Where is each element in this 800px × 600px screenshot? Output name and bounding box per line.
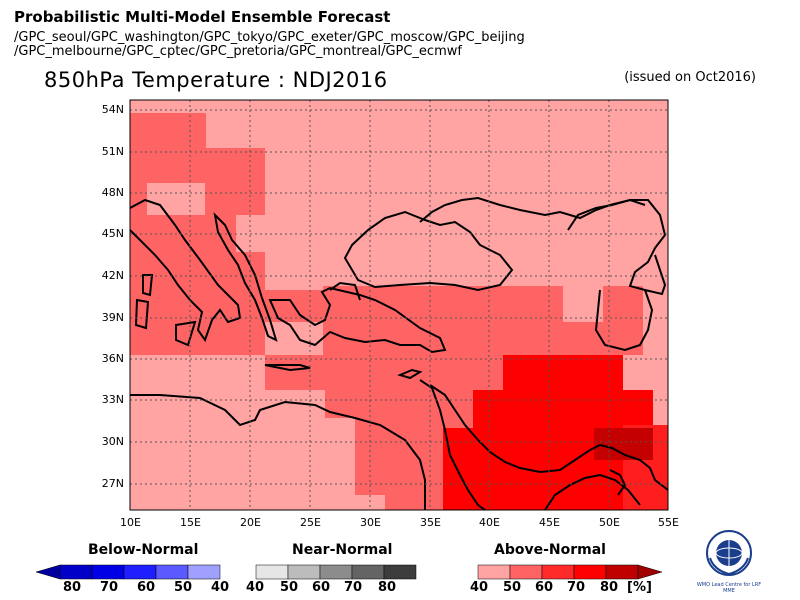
lon-label: 40E (479, 516, 500, 529)
near-normal-colorbar (255, 564, 417, 580)
map-frame (129, 99, 669, 511)
lon-label: 45E (539, 516, 560, 529)
near-normal-label: Near-Normal (292, 542, 393, 558)
near-tick: 70 (344, 580, 363, 595)
lat-label: 36N (101, 352, 124, 365)
below-tick: 40 (211, 580, 230, 595)
below-tick: 60 (137, 580, 156, 595)
below-50-patch (147, 183, 205, 215)
near-tick: 80 (378, 580, 397, 595)
wmo-emblem-icon (706, 530, 752, 576)
map-title: 850hPa Temperature : NDJ2016 (44, 68, 388, 92)
below-normal-colorbar (35, 564, 221, 580)
below-tick: 50 (174, 580, 193, 595)
near-tick: 40 (246, 580, 265, 595)
lat-label: 54N (101, 103, 124, 116)
coastlines (129, 196, 669, 511)
lon-label: 35E (420, 516, 441, 529)
near-tick: 50 (280, 580, 299, 595)
lon-label: 20E (240, 516, 261, 529)
lower-left-patch (130, 355, 265, 510)
below-tick: 80 (63, 580, 82, 595)
logo-caption: WMO Lead Centre for LRF MME (696, 582, 762, 594)
grid-lines (130, 100, 668, 510)
near-tick: 60 (312, 580, 331, 595)
subtitle-line-1: /GPC_seoul/GPC_washington/GPC_tokyo/GPC_… (14, 30, 525, 45)
lon-label: 25E (300, 516, 321, 529)
lon-label: 10E (120, 516, 141, 529)
above-tick: 60 (535, 580, 554, 595)
above-normal-colorbar (477, 564, 663, 580)
lon-label: 55E (658, 516, 679, 529)
subtitle-line-2: /GPC_melbourne/GPC_cptec/GPC_pretoria/GP… (14, 44, 462, 59)
above-normal-label: Above-Normal (494, 542, 606, 558)
above-tick: 40 (470, 580, 489, 595)
lat-label: 42N (101, 269, 124, 282)
below-tick: 70 (100, 580, 119, 595)
above-70-region (443, 355, 653, 510)
page-title: Probabilistic Multi-Model Ensemble Forec… (14, 8, 391, 26)
lat-label: 33N (101, 393, 124, 406)
above-tick: 80 (600, 580, 619, 595)
wmo-logo: WMO Lead Centre for LRF MME (694, 528, 764, 594)
lat-label: 51N (101, 145, 124, 158)
lat-label: 30N (101, 435, 124, 448)
below-normal-label: Below-Normal (88, 542, 199, 558)
lat-label: 45N (101, 227, 124, 240)
lat-label: 27N (101, 477, 124, 490)
issued-date: (issued on Oct2016) (624, 70, 756, 85)
above-tick: 50 (503, 580, 522, 595)
lon-label: 15E (180, 516, 201, 529)
unit-label: [%] (627, 580, 652, 595)
lon-label: 30E (360, 516, 381, 529)
above-tick: 70 (567, 580, 586, 595)
lat-label: 39N (101, 311, 124, 324)
lon-label: 50E (599, 516, 620, 529)
lat-label: 48N (101, 186, 124, 199)
